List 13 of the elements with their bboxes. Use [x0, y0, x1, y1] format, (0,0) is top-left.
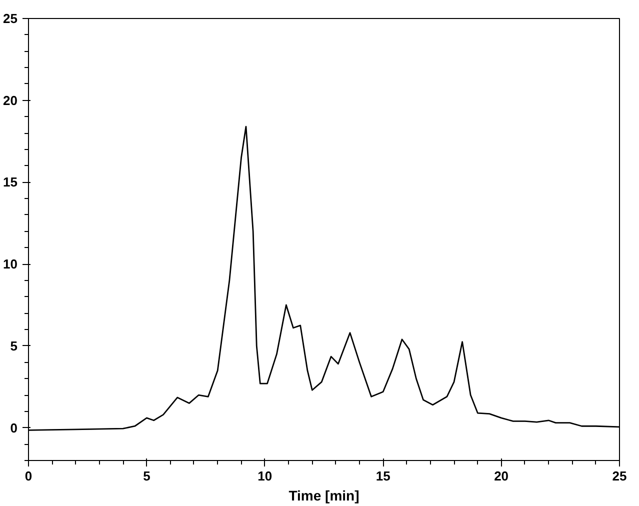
- x-tick-label: 15: [376, 468, 390, 484]
- y-tick-label: 15: [3, 174, 18, 190]
- x-tick-label: 0: [24, 468, 32, 484]
- y-tick-label: 10: [3, 256, 18, 272]
- y-tick-label: 20: [3, 92, 18, 108]
- x-axis-title: Time [min]: [288, 488, 360, 504]
- x-tick-label: 10: [258, 468, 272, 484]
- x-tick-label: 20: [494, 468, 509, 484]
- x-tick-label: 25: [612, 468, 627, 484]
- y-tick-label: 5: [10, 338, 18, 354]
- y-tick-label: 25: [3, 11, 18, 26]
- x-tick-label: 5: [143, 468, 150, 484]
- y-tick-label: 0: [10, 420, 18, 436]
